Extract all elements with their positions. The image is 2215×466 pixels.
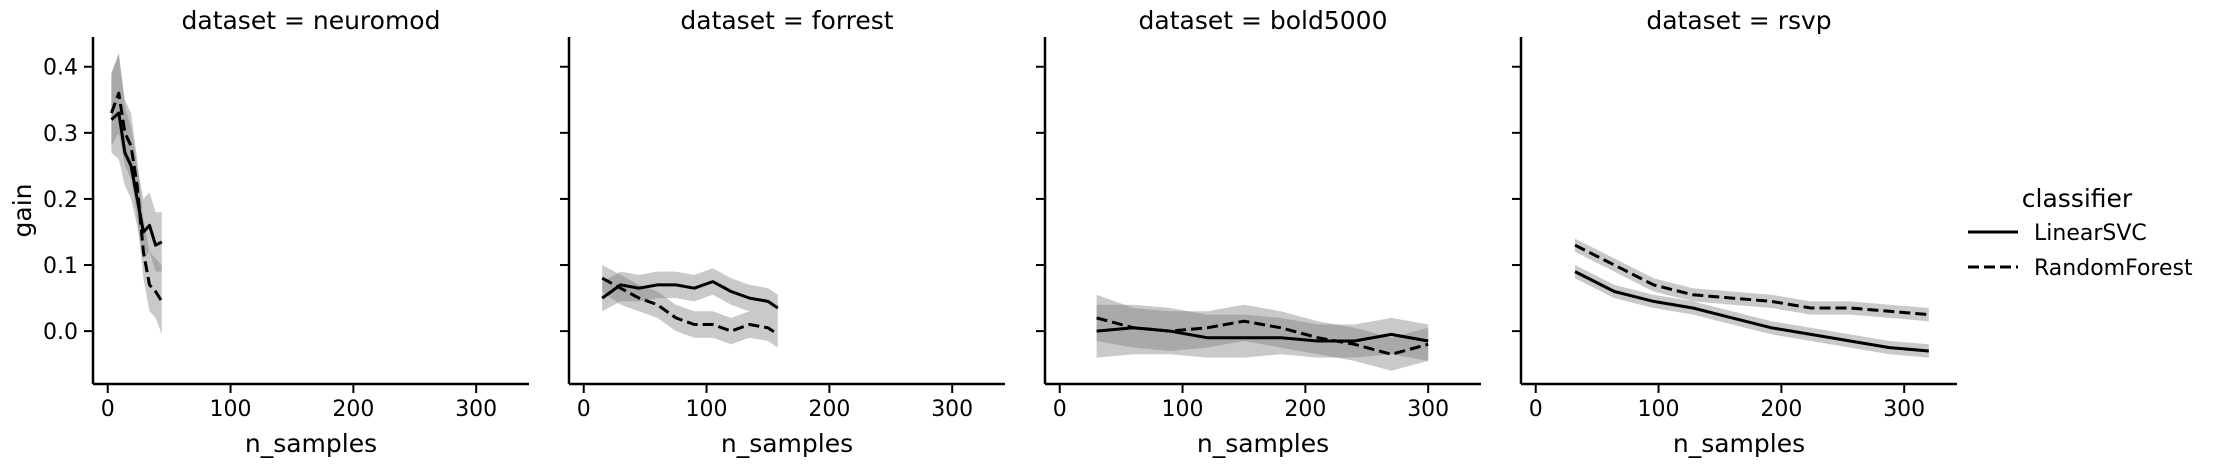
x-tick-label: 300	[1407, 397, 1449, 422]
series-line-linearsvc	[1574, 270, 1929, 353]
x-tick-label: 100	[686, 397, 728, 422]
ci-band-linearsvc	[111, 53, 162, 272]
ci-band-linearsvc	[1096, 304, 1429, 361]
x-axis-label: n_samples	[1197, 429, 1329, 458]
facet-panels: dataset = neuromod 0 100 200 300 0.0 0.1 0.2 0.3…	[8, 6, 1957, 458]
facet-title: dataset = neuromod	[182, 6, 441, 35]
series-line-randomforest	[109, 91, 164, 303]
ci-band-randomforest	[602, 265, 778, 348]
series-line-randomforest	[601, 276, 779, 336]
x-axis-label: n_samples	[245, 429, 377, 458]
x-tick-label: 200	[1760, 397, 1802, 422]
ci-band-randomforest	[1096, 294, 1429, 371]
x-tick-label: 100	[1638, 397, 1680, 422]
x-tick-label: 0	[101, 397, 115, 422]
legend-label-linearsvc: LinearSVC	[2034, 221, 2147, 246]
y-axis-label: gain	[8, 184, 37, 238]
x-tick-label: 0	[577, 397, 591, 422]
x-tick-label: 300	[455, 397, 497, 422]
x-tick-label: 200	[332, 397, 374, 422]
legend-label-randomforest: RandomForest	[2034, 256, 2193, 281]
x-axis-label: n_samples	[1673, 429, 1805, 458]
facet-title: dataset = forrest	[680, 6, 893, 35]
x-tick-label: 300	[1883, 397, 1925, 422]
x-tick-label: 100	[210, 397, 252, 422]
series-line-randomforest	[1096, 316, 1429, 356]
x-tick-label: 200	[808, 397, 850, 422]
facet-bold5000: dataset = bold5000 0 100 200 300 n_samples	[1036, 6, 1481, 458]
facet-title: dataset = bold5000	[1139, 6, 1388, 35]
ci-band-linearsvc	[602, 268, 778, 322]
y-tick-label: 0.1	[43, 254, 78, 279]
facet-title: dataset = rsvp	[1646, 6, 1831, 35]
series-line-linearsvc	[601, 280, 779, 310]
x-axis-label: n_samples	[721, 429, 853, 458]
legend: classifier LinearSVC RandomForest	[1968, 184, 2193, 281]
y-tick-label: 0.0	[43, 320, 78, 345]
facet-neuromod: dataset = neuromod 0 100 200 300 0.0 0.1 0.2 0.3…	[8, 6, 529, 458]
y-tick-label: 0.3	[43, 122, 78, 147]
series-line-randomforest	[1574, 243, 1929, 317]
x-tick-label: 0	[1053, 397, 1067, 422]
ci-band-linearsvc	[1575, 265, 1929, 358]
x-tick-label: 200	[1284, 397, 1326, 422]
y-tick-label: 0.4	[43, 56, 78, 81]
x-tick-label: 300	[931, 397, 973, 422]
facet-rsvp: dataset = rsvp 0 100 200 300 n_samples	[1512, 6, 1957, 458]
x-tick-label: 100	[1162, 397, 1204, 422]
legend-title: classifier	[2022, 184, 2133, 213]
facet-forrest: dataset = forrest 0 100 200 300 n_samples	[560, 6, 1005, 458]
x-tick-label: 0	[1529, 397, 1543, 422]
y-tick-label: 0.2	[43, 188, 78, 213]
